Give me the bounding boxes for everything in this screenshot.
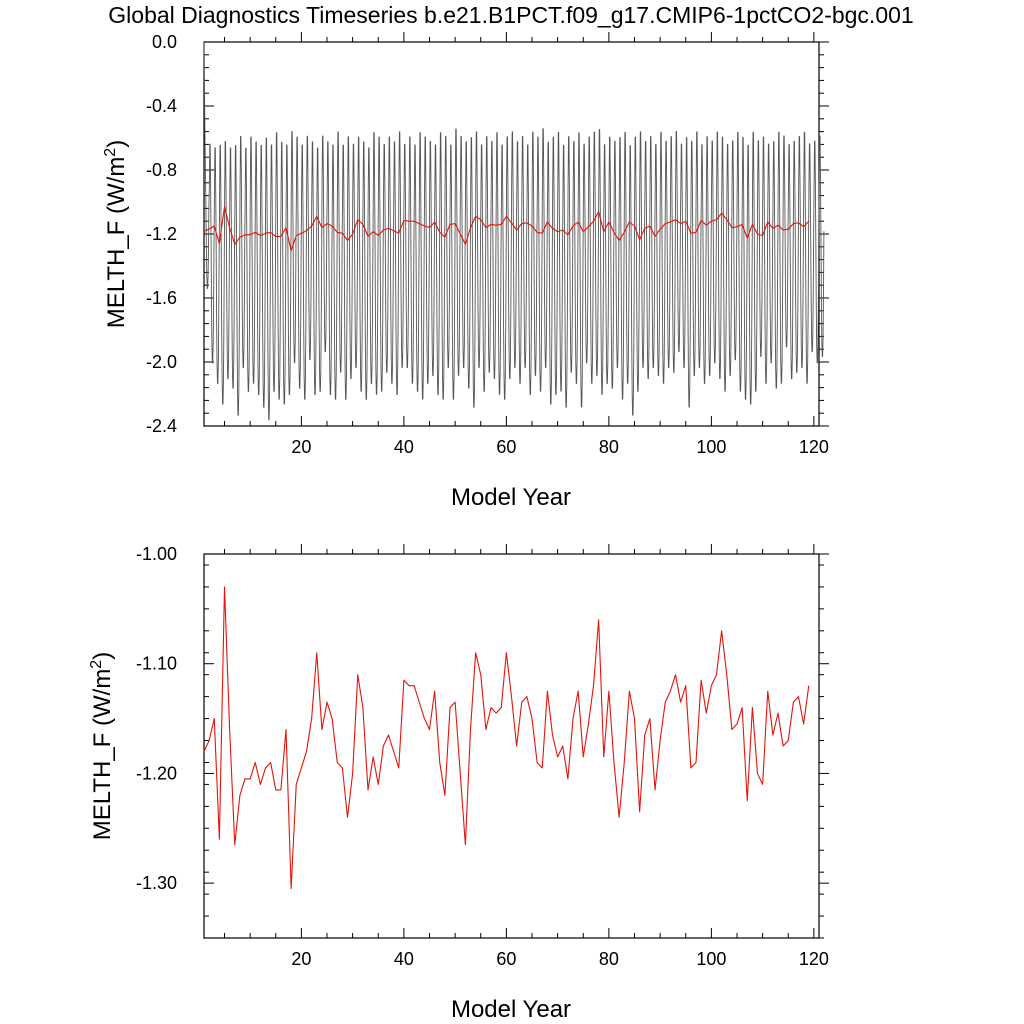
bottom-x-tick-label-40: 40	[394, 949, 414, 969]
bottom-x-tick-label-60: 60	[496, 949, 516, 969]
bottom-series	[203, 586, 810, 890]
top-series	[203, 41, 825, 421]
bottom-y-tick-label-3: -1.30	[136, 873, 177, 893]
bottom-y-label-sup: 2	[88, 660, 105, 669]
top-panel: 20 40 60 80 100 120 0.0 -0.4 -0.8 -1.2 -1.6 -2.0 -2.…	[102, 32, 829, 511]
bottom-plot-frame	[203, 553, 820, 939]
bottom-x-tick-label-80: 80	[599, 949, 619, 969]
bottom-x-tick-label-20: 20	[291, 949, 311, 969]
bottom-x-axis-label: Model Year	[451, 996, 571, 1023]
chart-title: Global Diagnostics Timeseries b.e21.B1PC…	[108, 2, 913, 28]
top-annual-series-line	[203, 206, 810, 252]
top-x-tick-label-40: 40	[394, 437, 414, 457]
top-y-tick-label-3: -1.2	[146, 224, 177, 244]
top-monthly-series-line	[203, 41, 825, 421]
top-x-tick-label-100: 100	[696, 437, 726, 457]
top-y-tick-label-2: -0.8	[146, 160, 177, 180]
bottom-x-tick-label-120: 120	[799, 949, 829, 969]
bottom-y-tick-label-1: -1.10	[136, 654, 177, 674]
top-y-label-sup: 2	[102, 148, 119, 157]
top-y-axis-label: MELTH_F (W/m2)	[102, 140, 130, 328]
top-y-tick-label-1: -0.4	[146, 96, 177, 116]
top-x-tick-label-80: 80	[599, 437, 619, 457]
bottom-y-tick-label-2: -1.20	[136, 763, 177, 783]
top-y-label-base: MELTH_F (W/m	[103, 157, 130, 329]
top-x-tick-label-120: 120	[799, 437, 829, 457]
top-y-tick-label-4: -1.6	[146, 288, 177, 308]
top-ticks: 20 40 60 80 100 120 0.0 -0.4 -0.8 -1.2 -1.6 -2.0 -2.…	[146, 32, 829, 457]
bottom-y-label-tail: )	[89, 652, 116, 660]
bottom-ticks: 20 40 60 80 100 120 -1.00 -1.10 -1.20 -1.30	[136, 544, 829, 969]
top-x-tick-label-20: 20	[291, 437, 311, 457]
top-y-tick-label-5: -2.0	[146, 352, 177, 372]
top-x-axis-label: Model Year	[451, 484, 571, 511]
bottom-y-tick-label-0: -1.00	[136, 544, 177, 564]
bottom-x-tick-label-100: 100	[696, 949, 726, 969]
bottom-y-axis-label: MELTH_F (W/m2)	[88, 652, 116, 840]
bottom-y-label-base: MELTH_F (W/m	[89, 669, 116, 841]
top-y-label-tail: )	[103, 140, 130, 148]
bottom-annual-series-line	[203, 586, 810, 890]
top-x-tick-label-60: 60	[496, 437, 516, 457]
top-y-tick-label-0: 0.0	[152, 32, 177, 52]
top-y-tick-label-6: -2.4	[146, 416, 177, 436]
bottom-panel: 20 40 60 80 100 120 -1.00 -1.10 -1.20 -1.30 Model…	[88, 544, 829, 1023]
